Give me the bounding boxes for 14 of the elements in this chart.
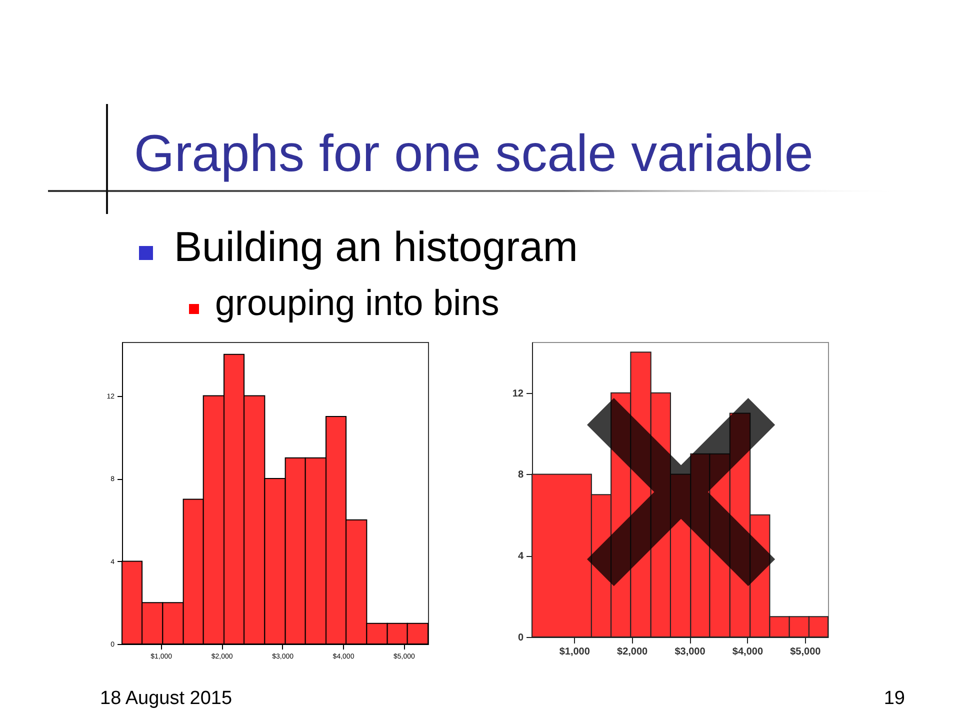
- y-tick-label: 12: [512, 388, 524, 400]
- text: 18 August 2015: [100, 688, 232, 709]
- text: Building an histogram: [174, 223, 578, 270]
- x-tick-label: $5,000: [790, 646, 822, 658]
- text: grouping into bins: [215, 282, 500, 323]
- x-tick-label: $4,000: [732, 646, 764, 658]
- x-tick-label: $2,000: [617, 646, 648, 658]
- y-tick-label: 0: [518, 632, 524, 644]
- x-tick-label: $1,000: [560, 646, 591, 658]
- x-tick-label: $3,000: [675, 646, 706, 658]
- text: 19: [884, 688, 905, 709]
- y-tick-label: 4: [518, 550, 524, 562]
- chart-title: Graphs for one scale variable: [134, 125, 814, 183]
- y-tick-label: 8: [518, 469, 524, 480]
